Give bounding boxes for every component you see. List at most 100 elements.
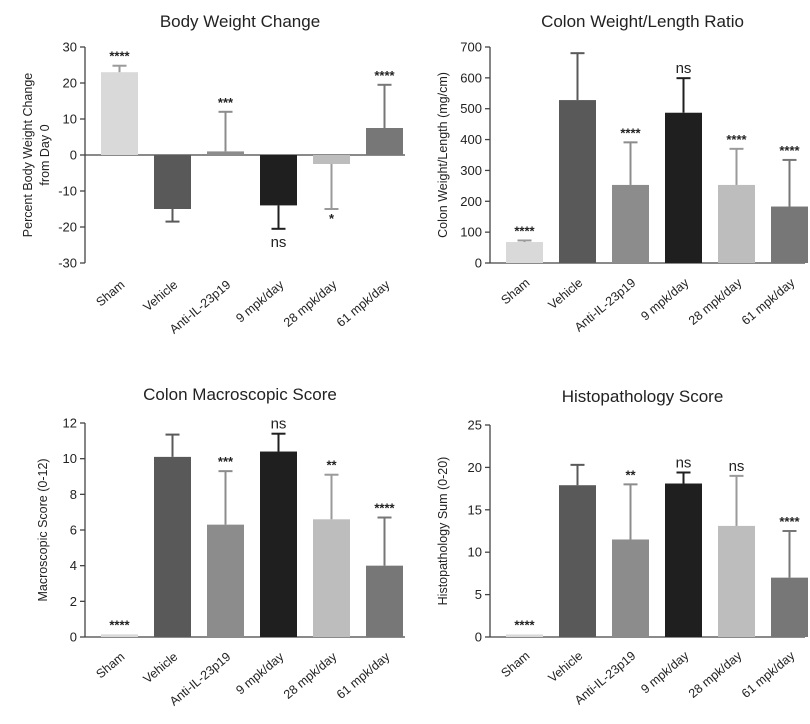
chart-title: Colon Weight/Length Ratio — [541, 12, 744, 31]
bar — [612, 184, 649, 263]
x-tick-label: 61 mpk/day — [334, 277, 393, 330]
bar — [665, 112, 702, 264]
y-axis-label: Colon Weight/Length (mg/cm) — [436, 72, 450, 238]
chart-panel-4: Histopathology Score Histopathology Sum (… — [436, 387, 808, 708]
y-tick-label: 20 — [63, 76, 77, 91]
y-tick-label: 5 — [475, 587, 482, 602]
significance-label: ** — [625, 467, 636, 482]
significance-label: **** — [726, 132, 747, 147]
bar — [260, 451, 297, 637]
significance-label: ns — [271, 234, 287, 251]
bar — [506, 634, 543, 637]
bar — [154, 155, 191, 209]
y-tick-label: 20 — [468, 460, 482, 475]
bar — [101, 634, 138, 637]
y-tick-label: 200 — [460, 194, 482, 209]
y-axis-label-line: Macroscopic Score (0-12) — [36, 458, 50, 601]
bar — [313, 519, 350, 637]
y-tick-label: 10 — [63, 451, 77, 466]
significance-label: * — [329, 211, 335, 226]
significance-label: ns — [676, 454, 692, 471]
y-tick-label: 400 — [460, 132, 482, 147]
y-tick-label: 12 — [63, 416, 77, 431]
significance-label: **** — [779, 143, 800, 158]
bar — [718, 525, 755, 637]
bar — [506, 242, 543, 263]
x-tick-label: Sham — [93, 278, 127, 310]
significance-label: **** — [779, 514, 800, 529]
y-tick-label: -10 — [58, 184, 77, 199]
x-tick-label: 9 mpk/day — [638, 648, 692, 696]
x-tick-label: 28 mpk/day — [281, 277, 340, 330]
y-tick-label: 4 — [70, 558, 77, 573]
bar — [313, 155, 350, 164]
y-tick-label: 0 — [475, 630, 482, 645]
x-tick-label: Sham — [498, 276, 532, 308]
significance-label: ns — [729, 458, 745, 475]
x-tick-label: Vehicle — [141, 650, 181, 687]
y-axis-label-line: Percent Body Weight Change — [21, 73, 35, 238]
x-tick-label: Sham — [93, 650, 127, 682]
y-tick-label: 10 — [468, 545, 482, 560]
bar — [154, 456, 191, 637]
y-tick-label: 0 — [70, 630, 77, 645]
y-axis-label: Percent Body Weight Change from Day 0 — [21, 73, 52, 238]
y-tick-label: 600 — [460, 70, 482, 85]
x-tick-label: 9 mpk/day — [638, 275, 692, 323]
bar — [559, 485, 596, 637]
x-tick-label: 9 mpk/day — [233, 277, 287, 325]
significance-label: **** — [514, 617, 535, 632]
significance-label: ns — [676, 60, 692, 77]
y-axis-label: Histopathology Sum (0-20) — [436, 457, 450, 606]
y-axis-label: Macroscopic Score (0-12) — [36, 458, 50, 601]
chart-title: Histopathology Score — [562, 387, 724, 406]
x-tick-label: Sham — [498, 649, 532, 681]
x-tick-label: Vehicle — [546, 276, 586, 313]
significance-label: *** — [218, 454, 234, 469]
bar — [612, 539, 649, 637]
y-axis-label-line: Colon Weight/Length (mg/cm) — [436, 72, 450, 238]
y-tick-label: 8 — [70, 487, 77, 502]
y-tick-label: -30 — [58, 256, 77, 271]
x-tick-label: Vehicle — [546, 649, 586, 686]
chart-panel-2: Colon Weight/Length Ratio Colon Weight/Le… — [436, 12, 808, 335]
significance-label: **** — [620, 125, 641, 140]
bar — [207, 151, 244, 155]
significance-label: ns — [271, 416, 287, 433]
x-tick-label: Vehicle — [141, 278, 181, 315]
y-tick-label: 6 — [70, 523, 77, 538]
x-tick-label: 9 mpk/day — [233, 649, 287, 697]
y-tick-label: 10 — [63, 112, 77, 127]
significance-label: **** — [514, 223, 535, 238]
bar — [207, 524, 244, 637]
bar — [665, 483, 702, 637]
significance-label: ** — [326, 458, 337, 473]
significance-label: **** — [109, 617, 130, 632]
bar — [718, 184, 755, 263]
y-axis-label-line: Histopathology Sum (0-20) — [436, 457, 450, 606]
x-tick-label: 61 mpk/day — [334, 649, 393, 702]
significance-label: **** — [374, 501, 395, 516]
bar — [771, 577, 808, 637]
bar — [101, 72, 138, 155]
bar — [260, 155, 297, 206]
y-tick-label: 0 — [475, 256, 482, 271]
y-axis-label-line: from Day 0 — [38, 124, 52, 185]
x-tick-label: 61 mpk/day — [739, 275, 798, 328]
significance-label: **** — [109, 49, 130, 64]
bar — [366, 128, 403, 155]
y-tick-label: 30 — [63, 40, 77, 55]
x-tick-label: 61 mpk/day — [739, 648, 798, 701]
y-tick-label: 500 — [460, 101, 482, 116]
chart-panel-1: Body Weight Change Percent Body Weight Ch… — [21, 12, 405, 337]
y-tick-label: 25 — [468, 418, 482, 433]
chart-title: Colon Macroscopic Score — [143, 385, 337, 404]
chart-title: Body Weight Change — [160, 12, 320, 31]
y-tick-label: 100 — [460, 225, 482, 240]
significance-label: **** — [374, 68, 395, 83]
significance-label: *** — [218, 95, 234, 110]
bar — [366, 565, 403, 637]
x-tick-label: 28 mpk/day — [686, 648, 745, 701]
y-tick-label: -20 — [58, 220, 77, 235]
